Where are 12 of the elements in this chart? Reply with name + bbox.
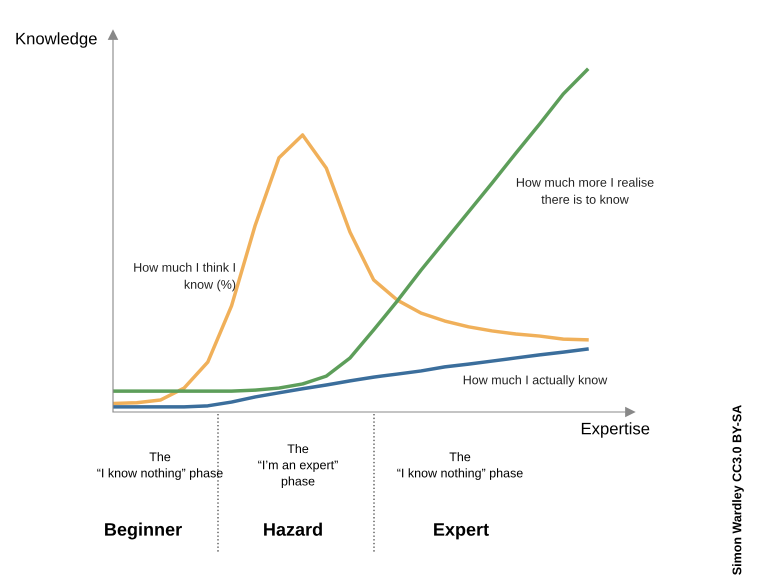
text: The “I’m an expert” phase <box>258 444 338 488</box>
text: Beginner <box>105 522 182 540</box>
text: Hazard <box>264 522 322 536</box>
text: The “I know nothing” phase <box>97 452 223 480</box>
series-label: How much more I realise there is to know <box>516 178 654 204</box>
series-label: How much I actually know <box>464 375 608 387</box>
y-axis-title: Knowledge <box>16 32 97 48</box>
series-label: How much I think I know (%) <box>134 262 236 292</box>
text: Simon Wardley CC3.0 BY-SA <box>732 405 744 575</box>
x-axis-title: Expertise <box>582 422 650 438</box>
text: The “I know nothing” phase <box>397 452 523 480</box>
text: Expert <box>434 523 489 540</box>
